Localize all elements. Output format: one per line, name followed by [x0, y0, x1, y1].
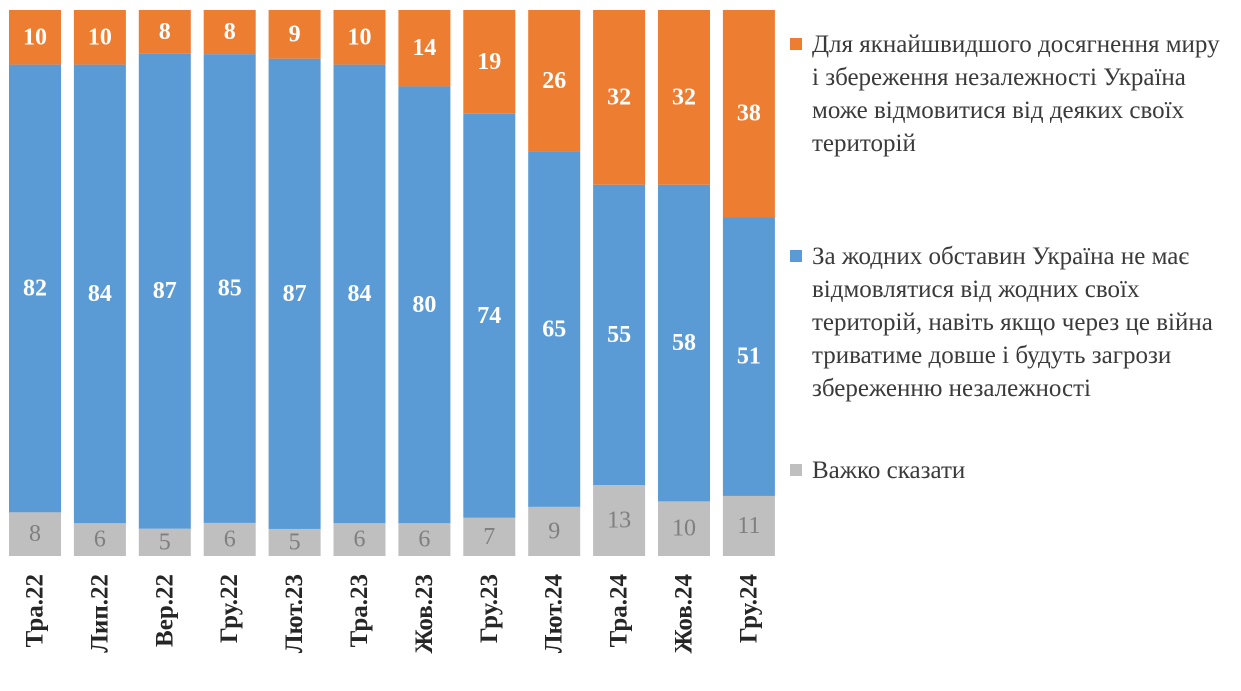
data-label-0-5: 6 [354, 527, 366, 553]
data-label-0-6: 6 [418, 527, 430, 553]
data-label-1-6: 80 [412, 292, 436, 318]
x-tick-label-0: Тра.22 [22, 574, 49, 647]
bar-segment-1-10 [658, 184, 710, 502]
bar-segment-2-2 [138, 10, 191, 54]
bar-segment-1-6 [398, 86, 451, 524]
data-label-2-1: 10 [88, 24, 112, 50]
data-label-1-10: 58 [672, 330, 696, 356]
data-label-2-0: 10 [23, 24, 47, 50]
bar-segment-2-10 [658, 10, 710, 185]
bar-segment-1-0 [9, 64, 61, 513]
bar-segment-1-1 [73, 64, 126, 524]
bar-segment-2-6 [398, 10, 451, 87]
data-label-0-11: 11 [737, 513, 760, 539]
x-tick-label-1: Лип.22 [86, 574, 113, 653]
data-label-2-5: 10 [348, 24, 372, 50]
x-tick-label-5: Тра.23 [346, 574, 373, 647]
legend-swatch-no-concessions [790, 250, 802, 262]
bar-segment-2-4 [268, 10, 321, 59]
data-label-1-7: 74 [477, 303, 501, 329]
bar-segment-1-3 [203, 54, 256, 523]
data-label-2-9: 32 [607, 84, 631, 110]
bar-segment-1-5 [333, 64, 386, 524]
bar-segment-0-6 [398, 523, 451, 556]
bar-segment-0-0 [9, 512, 61, 556]
legend-swatch-concede [790, 38, 802, 50]
bar-segment-1-7 [463, 113, 516, 518]
bar-segment-0-5 [333, 523, 386, 556]
data-label-2-2: 8 [159, 19, 171, 45]
data-label-0-9: 13 [607, 508, 631, 534]
legend-label-hard-to-say: Важко сказати [812, 457, 966, 484]
data-label-1-2: 87 [153, 278, 177, 304]
stacked-bar-chart: 88210Тра.2268410Лип.225878Вер.226858Гру.… [9, 10, 775, 654]
bar-segment-2-1 [73, 10, 126, 65]
data-label-1-3: 85 [218, 276, 242, 302]
legend-label-no-concessions: За жодних обставин Україна не має відмов… [812, 243, 1213, 402]
bar-segment-2-5 [333, 10, 386, 65]
data-label-0-0: 8 [29, 521, 41, 547]
bar-segment-0-10 [658, 501, 710, 556]
data-label-1-4: 87 [283, 281, 307, 307]
data-label-0-8: 9 [548, 518, 560, 544]
bar-segment-0-9 [593, 485, 646, 556]
data-label-0-3: 6 [224, 526, 236, 552]
bar-segment-2-0 [9, 10, 61, 65]
bar-segment-2-3 [203, 10, 256, 55]
bar-segment-1-8 [528, 151, 581, 507]
x-tick-label-4: Лют.23 [281, 574, 308, 653]
bar-segment-2-8 [528, 10, 581, 152]
legend-swatch-hard-to-say [790, 464, 802, 476]
data-label-0-2: 5 [159, 529, 171, 555]
x-tick-label-8: Лют.24 [541, 574, 568, 654]
data-label-2-6: 14 [412, 35, 436, 61]
bar-segment-2-11 [722, 10, 775, 218]
data-label-1-1: 84 [88, 281, 112, 307]
data-label-2-8: 26 [542, 68, 566, 94]
data-label-0-7: 7 [483, 524, 495, 550]
bar-segment-1-4 [268, 58, 321, 529]
bar-segment-1-11 [722, 217, 775, 496]
data-label-0-1: 6 [94, 527, 106, 553]
bar-segment-0-4 [268, 528, 321, 556]
x-tick-label-2: Вер.22 [151, 574, 178, 647]
data-label-1-5: 84 [348, 281, 372, 307]
bar-segment-0-1 [73, 523, 126, 556]
data-label-1-8: 65 [542, 316, 566, 342]
bar-segment-1-9 [593, 184, 646, 486]
data-label-0-10: 10 [672, 516, 696, 542]
bar-segment-2-7 [463, 10, 516, 114]
bar-segment-0-2 [138, 528, 191, 556]
data-label-2-11: 38 [737, 101, 761, 127]
data-label-2-4: 9 [289, 21, 301, 47]
data-label-2-3: 8 [224, 19, 236, 45]
bar-segment-2-9 [593, 10, 646, 185]
x-tick-label-6: Жов.23 [411, 574, 438, 653]
bar-segment-0-3 [203, 522, 256, 556]
data-label-0-4: 5 [289, 529, 301, 555]
bar-segment-0-7 [463, 517, 516, 556]
bar-segment-0-8 [528, 506, 581, 556]
data-label-2-7: 19 [477, 49, 501, 75]
x-tick-label-3: Гру.22 [216, 574, 243, 643]
bar-segment-0-11 [722, 495, 775, 556]
data-label-2-10: 32 [672, 84, 696, 110]
data-label-1-9: 55 [607, 322, 631, 348]
x-tick-label-11: Гру.24 [735, 574, 762, 644]
data-label-1-11: 51 [737, 344, 761, 370]
x-tick-label-9: Тра.24 [606, 574, 633, 648]
x-tick-label-10: Жов.24 [671, 574, 698, 654]
x-tick-label-7: Гру.23 [476, 574, 503, 643]
data-label-1-0: 82 [23, 275, 47, 301]
bar-segment-1-2 [138, 53, 191, 529]
legend-label-concede: Для якнайшвидшого досягнення миру і збер… [812, 31, 1220, 157]
